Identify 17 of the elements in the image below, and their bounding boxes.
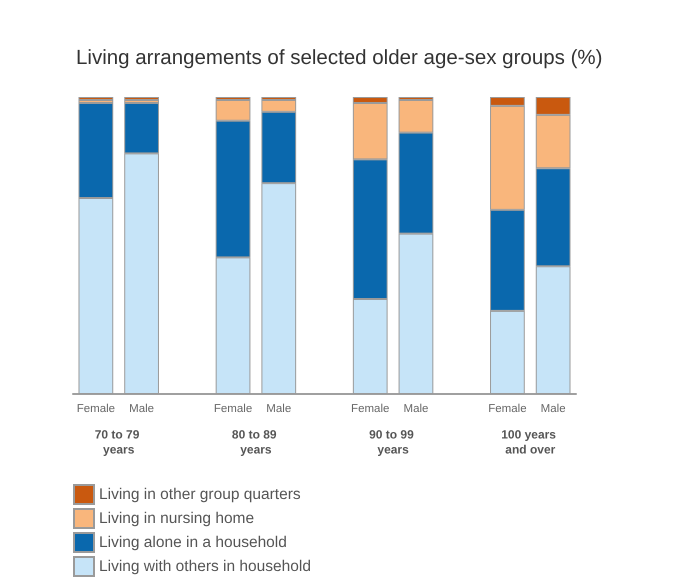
x-tick-label: Female	[76, 403, 116, 415]
text: 80 to 89 years	[232, 428, 280, 456]
legend-label: Living alone in a household	[99, 534, 287, 551]
x-tick-label: Female	[351, 403, 390, 415]
legend-label: Living in other group quarters	[99, 486, 301, 503]
chart-title: Living arrangements of selected older age-sex groups (%)	[76, 46, 602, 69]
x-tick-label: Male	[403, 403, 428, 415]
legend-label: Living in nursing home	[99, 510, 254, 527]
x-tick-label: Male	[540, 403, 566, 415]
text: 100 years and over	[501, 428, 560, 456]
x-tick-label: Female	[488, 403, 527, 415]
x-tick-label: Female	[214, 403, 252, 415]
x-tick-label: Male	[129, 403, 154, 415]
x-tick-label: Male	[266, 403, 292, 415]
text: 70 to 79 years	[94, 428, 143, 456]
text: 90 to 99 years	[369, 428, 418, 456]
legend-label: Living with others in household	[99, 558, 311, 575]
